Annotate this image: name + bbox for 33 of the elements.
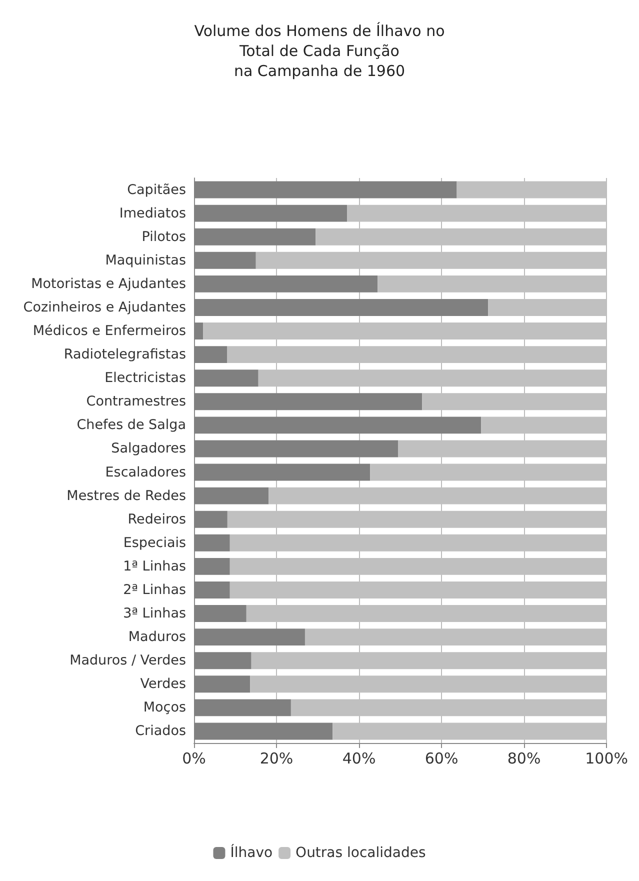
y-tick-label: Criados xyxy=(135,723,186,740)
y-tick-label: 3ª Linhas xyxy=(123,606,186,622)
y-tick-label: Maduros xyxy=(128,629,186,646)
x-tick-label: 60% xyxy=(424,750,458,768)
y-tick-label: Pilotos xyxy=(142,228,186,245)
y-tick-label: Imediatos xyxy=(119,205,186,222)
y-tick-label: Motoristas e Ajudantes xyxy=(31,276,186,292)
y-tick-label: Escaladores xyxy=(105,464,186,480)
y-tick-label: Especiais xyxy=(123,534,186,551)
x-tick-label: 40% xyxy=(342,750,376,768)
y-tick-label: Redeiros xyxy=(128,511,186,528)
y-tick-label: Electricistas xyxy=(104,370,186,386)
x-tick-label: 0% xyxy=(182,750,206,768)
y-tick-label: Médicos e Enfermeiros xyxy=(32,323,186,340)
legend-label: Outras localidades xyxy=(296,845,426,861)
x-tick-label: 20% xyxy=(260,750,294,768)
y-tick-label: Contramestres xyxy=(86,394,186,410)
y-tick-label: Capitães xyxy=(127,182,186,198)
legend-label: Ílhavo xyxy=(230,844,273,861)
y-tick-label: 1ª Linhas xyxy=(123,558,186,574)
x-tick-label: 100% xyxy=(585,750,628,768)
y-tick-label: Cozinheiros e Ajudantes xyxy=(23,299,186,316)
y-tick-label: Mestres de Redes xyxy=(66,488,186,504)
y-tick-label: Maquinistas xyxy=(105,252,186,268)
y-tick-label: Verdes xyxy=(140,676,186,692)
y-tick-label: Chefes de Salga xyxy=(76,417,186,434)
y-tick-label: Salgadores xyxy=(111,440,186,457)
y-tick-label: 2ª Linhas xyxy=(123,582,186,598)
y-tick-label: Moços xyxy=(143,700,186,716)
chart-title: Volume dos Homens de Ílhavo no Total de Cada Função na Campanha de 1960 xyxy=(194,22,445,80)
y-tick-label: Radiotelegrafistas xyxy=(64,346,186,363)
y-tick-label: Maduros / Verdes xyxy=(70,652,186,669)
x-tick-label: 80% xyxy=(507,750,541,768)
